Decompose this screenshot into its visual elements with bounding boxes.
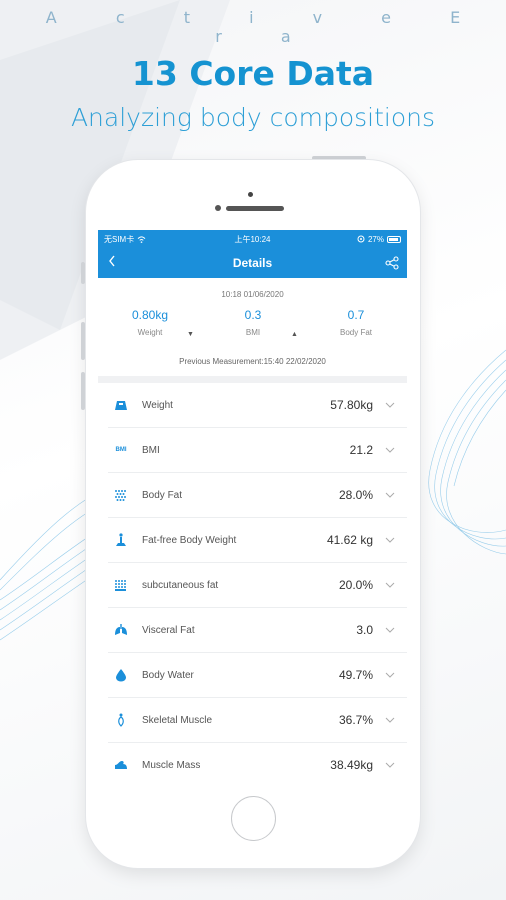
row-label: Muscle Mass — [142, 759, 201, 771]
water-drop-icon — [110, 664, 132, 686]
change-weight-value: 0.80kg — [131, 308, 169, 322]
metrics-list: Weight 57.80kg BMI BMI 21.2 Body Fat 28.… — [98, 383, 407, 780]
page-title: Details — [232, 256, 273, 270]
row-value: 28.0% — [338, 488, 373, 502]
row-label: Skeletal Muscle — [142, 714, 213, 726]
body-fat-icon — [110, 484, 132, 506]
list-item-bmi[interactable]: BMI BMI 21.2 — [108, 428, 407, 473]
carrier-label: 无SIM卡 — [104, 234, 135, 244]
brand-name: A c t i v e E r a — [45, 8, 488, 46]
bmi-icon: BMI — [110, 439, 132, 461]
status-bar: 无SIM卡 上午10:24 27% — [98, 230, 407, 248]
share-button[interactable] — [385, 256, 399, 275]
fat-free-weight-icon — [110, 529, 132, 551]
row-value: 41.62 kg — [326, 533, 373, 547]
row-value: 20.0% — [338, 578, 373, 592]
chevron-down-icon — [385, 672, 395, 678]
row-value: 21.2 — [349, 443, 373, 457]
change-body-fat-value: 0.7 — [347, 308, 365, 322]
subheadline: Analyzing body compositions — [70, 103, 436, 132]
chevron-down-icon — [385, 447, 395, 453]
measurement-datetime: 10:18 01/06/2020 — [221, 290, 284, 299]
proximity-sensor — [215, 205, 221, 211]
phone-mute-switch — [81, 262, 85, 284]
phone-power-button — [312, 156, 366, 160]
chevron-down-icon — [385, 582, 395, 588]
scale-icon — [110, 394, 132, 416]
app-screen: 无SIM卡 上午10:24 27% — [98, 230, 407, 780]
row-value: 57.80kg — [330, 398, 373, 412]
row-label: Visceral Fat — [142, 624, 195, 636]
chevron-down-icon — [385, 627, 395, 633]
row-value: 36.7% — [338, 713, 373, 727]
row-value: 3.0 — [356, 623, 373, 637]
nav-bar: Details — [98, 248, 407, 278]
wifi-icon — [137, 235, 146, 243]
row-label: BMI — [142, 444, 160, 456]
change-bmi-value: 0.3 — [244, 308, 262, 322]
row-label: subcutaneous fat — [142, 579, 219, 591]
lungs-icon — [110, 619, 132, 641]
trend-up-icon: ▲ — [291, 331, 298, 338]
battery-percentage: 27% — [367, 234, 384, 244]
change-bmi: 0.3 BMI — [208, 308, 298, 337]
row-value: 49.7% — [338, 668, 373, 682]
row-label: Fat-free Body Weight — [142, 534, 237, 546]
trend-down-icon: ▼ — [187, 331, 194, 338]
change-weight: 0.80kg Weight — [105, 308, 195, 337]
list-item-body-water[interactable]: Body Water 49.7% — [108, 653, 407, 698]
row-label: Body Fat — [142, 489, 183, 501]
row-label: Weight — [142, 399, 173, 411]
muscle-arm-icon — [110, 754, 132, 776]
share-icon — [385, 256, 399, 270]
list-item-skeletal-muscle[interactable]: Skeletal Muscle 36.7% — [108, 698, 407, 743]
status-time: 上午10:24 — [234, 234, 271, 244]
phone-volume-up — [81, 322, 85, 360]
list-item-muscle-mass[interactable]: Muscle Mass 38.49kg — [108, 743, 407, 780]
list-item-fat-free-body-weight[interactable]: Fat-free Body Weight 41.62 kg — [108, 518, 407, 563]
row-value: 38.49kg — [330, 758, 373, 772]
previous-measurement: Previous Measurement:15:40 22/02/2020 — [179, 357, 326, 366]
chevron-down-icon — [385, 492, 395, 498]
list-item-subcutaneous-fat[interactable]: subcutaneous fat 20.0% — [108, 563, 407, 608]
change-body-fat-label: Body Fat — [339, 328, 372, 337]
chevron-down-icon — [385, 402, 395, 408]
change-bmi-label: BMI — [245, 328, 261, 337]
change-body-fat: 0.7 Body Fat — [311, 308, 401, 337]
list-item-visceral-fat[interactable]: Visceral Fat 3.0 — [108, 608, 407, 653]
phone-volume-down — [81, 372, 85, 410]
bmi-icon-text: BMI — [115, 447, 127, 453]
back-button[interactable] — [108, 254, 116, 272]
battery-icon — [387, 235, 401, 243]
skeletal-muscle-icon — [110, 709, 132, 731]
change-weight-label: Weight — [137, 328, 163, 337]
chevron-down-icon — [385, 537, 395, 543]
section-divider — [98, 376, 407, 383]
earpiece-speaker — [226, 206, 284, 211]
front-camera — [248, 192, 253, 197]
chevron-down-icon — [385, 717, 395, 723]
home-button[interactable] — [231, 796, 276, 841]
measurement-summary: 10:18 01/06/2020 0.80kg Weight ▼ 0.3 BMI… — [98, 278, 407, 376]
subcutaneous-fat-icon — [110, 574, 132, 596]
chevron-left-icon — [109, 255, 115, 267]
row-label: Body Water — [142, 669, 194, 681]
orientation-lock-icon — [357, 235, 365, 243]
list-item-body-fat[interactable]: Body Fat 28.0% — [108, 473, 407, 518]
chevron-down-icon — [385, 762, 395, 768]
headline: 13 Core Data — [131, 54, 375, 93]
phone-mockup: 无SIM卡 上午10:24 27% — [81, 160, 420, 868]
list-item-weight[interactable]: Weight 57.80kg — [108, 383, 407, 428]
